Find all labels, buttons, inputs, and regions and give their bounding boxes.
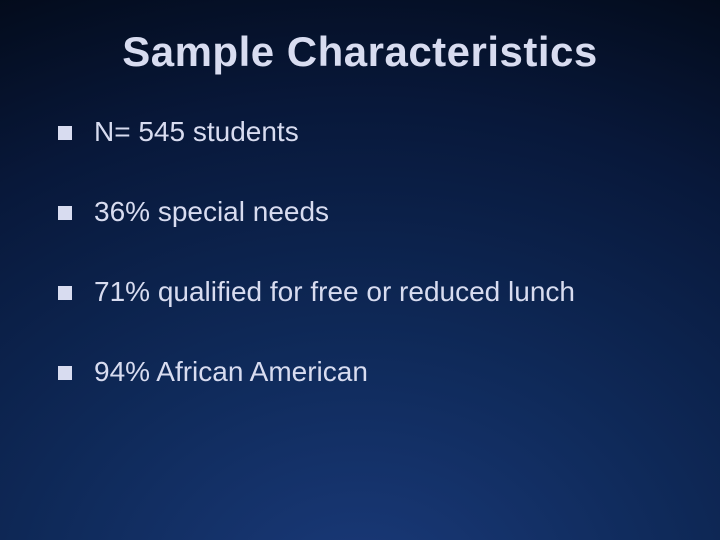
list-item: 71% qualified for free or reduced lunch bbox=[58, 276, 680, 308]
list-item: 94% African American bbox=[58, 356, 680, 388]
slide-title: Sample Characteristics bbox=[40, 28, 680, 76]
square-bullet-icon bbox=[58, 206, 72, 220]
bullet-text: 94% African American bbox=[94, 356, 680, 388]
list-item: 36% special needs bbox=[58, 196, 680, 228]
square-bullet-icon bbox=[58, 286, 72, 300]
slide: Sample Characteristics N= 545 students 3… bbox=[0, 0, 720, 540]
bullet-list: N= 545 students 36% special needs 71% qu… bbox=[58, 116, 680, 388]
square-bullet-icon bbox=[58, 126, 72, 140]
bullet-text: 36% special needs bbox=[94, 196, 680, 228]
bullet-text: N= 545 students bbox=[94, 116, 680, 148]
list-item: N= 545 students bbox=[58, 116, 680, 148]
bullet-text: 71% qualified for free or reduced lunch bbox=[94, 276, 680, 308]
square-bullet-icon bbox=[58, 366, 72, 380]
